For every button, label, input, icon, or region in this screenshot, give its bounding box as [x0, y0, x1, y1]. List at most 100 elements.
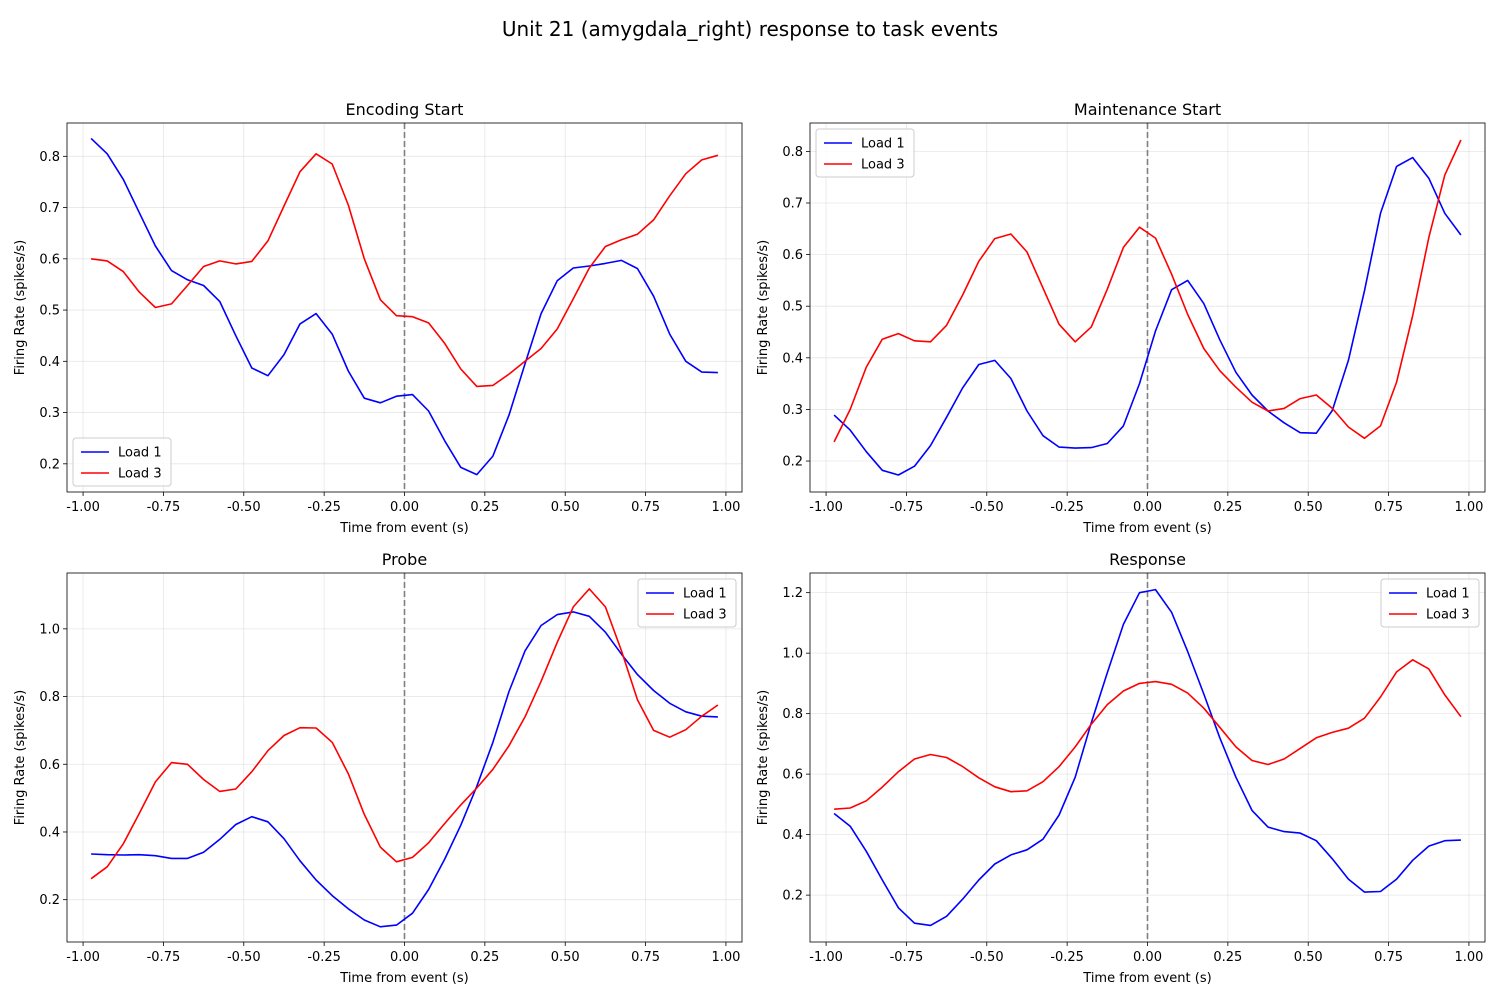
- x-tick-label: -0.25: [1050, 500, 1084, 515]
- x-tick-label: -0.50: [227, 950, 261, 965]
- x-tick-label: -0.25: [1050, 950, 1084, 965]
- legend: Load 1 Load 3: [72, 437, 172, 487]
- y-tick-label: 1.0: [782, 647, 803, 662]
- legend-label: Load 1: [861, 137, 905, 152]
- y-tick-label: 0.7: [39, 201, 60, 216]
- x-tick-label: 0.25: [1213, 500, 1242, 515]
- chart-panel-2: -1.00 -0.75 -0.50 -0.25 0.00 0.25 0.50 0.75 1.00…: [756, 100, 1486, 536]
- legend-label: Load 1: [1426, 587, 1470, 602]
- figure-title: Unit 21 (amygdala_right) response to tas…: [502, 17, 998, 41]
- y-tick-label: 0.8: [39, 690, 60, 705]
- y-tick-label: 1.2: [782, 586, 803, 601]
- legend-box: [72, 437, 172, 487]
- x-axis-label: Time from event (s): [1082, 971, 1211, 986]
- legend-box: [637, 578, 737, 628]
- x-tick-label: 0.75: [1374, 950, 1403, 965]
- x-tick-label: 0.25: [1213, 950, 1242, 965]
- y-tick-label: 0.4: [39, 355, 60, 370]
- x-tick-label: -1.00: [66, 950, 100, 965]
- x-tick-label: 1.00: [711, 500, 740, 515]
- legend-label: Load 3: [861, 158, 905, 173]
- x-tick-label: 1.00: [1454, 500, 1483, 515]
- y-tick-label: 0.3: [782, 403, 803, 418]
- axes-frame: [66, 122, 743, 493]
- legend-box: [815, 128, 915, 178]
- series-line-load-3: [90, 588, 719, 880]
- x-tick-label: -0.75: [890, 950, 924, 965]
- axes-frame: [809, 122, 1486, 493]
- series-line-load-3: [834, 658, 1462, 810]
- x-tick-label: -1.00: [66, 500, 100, 515]
- axes-frame: [66, 572, 743, 943]
- x-tick-label: 0.25: [470, 950, 499, 965]
- y-tick-label: 0.2: [782, 889, 803, 904]
- series-line-load-3: [833, 139, 1462, 443]
- x-tick-label: 0.75: [1374, 500, 1403, 515]
- x-tick-label: -1.00: [809, 950, 843, 965]
- axes-frame: [809, 572, 1486, 943]
- y-tick-label: 0.4: [39, 825, 60, 840]
- y-axis-label: Firing Rate (spikes/s): [756, 240, 771, 375]
- x-tick-label: 1.00: [711, 950, 740, 965]
- panel-title: Encoding Start: [346, 100, 464, 119]
- legend-label: Load 3: [683, 608, 727, 623]
- x-tick-label: 0.50: [1294, 950, 1323, 965]
- x-tick-label: 0.00: [390, 500, 419, 515]
- panel-title: Response: [1109, 550, 1186, 569]
- series-line-load-1: [90, 137, 718, 476]
- x-tick-label: -0.75: [890, 500, 924, 515]
- y-tick-label: 0.5: [782, 300, 803, 315]
- y-tick-label: 0.8: [782, 145, 803, 160]
- x-tick-label: -0.50: [970, 950, 1004, 965]
- y-tick-label: 0.6: [782, 768, 803, 783]
- x-tick-label: -1.00: [809, 500, 843, 515]
- y-tick-label: 0.5: [39, 304, 60, 319]
- x-tick-label: 0.50: [551, 500, 580, 515]
- y-tick-label: 0.4: [782, 351, 803, 366]
- y-tick-label: 0.2: [39, 893, 60, 908]
- y-tick-label: 0.3: [39, 406, 60, 421]
- y-tick-label: 0.8: [782, 707, 803, 722]
- y-axis-label: Firing Rate (spikes/s): [13, 240, 28, 375]
- x-tick-label: 0.75: [631, 950, 660, 965]
- legend: Load 1 Load 3: [637, 578, 737, 628]
- y-axis-label: Firing Rate (spikes/s): [756, 690, 771, 825]
- legend-label: Load 1: [683, 587, 727, 602]
- x-tick-label: 1.00: [1454, 950, 1483, 965]
- y-tick-label: 0.2: [39, 457, 60, 472]
- x-axis-label: Time from event (s): [1082, 521, 1211, 536]
- x-tick-label: -0.75: [147, 500, 181, 515]
- x-tick-label: 0.00: [1133, 500, 1162, 515]
- x-tick-label: -0.50: [227, 500, 261, 515]
- x-tick-label: 0.75: [631, 500, 660, 515]
- x-tick-label: -0.25: [307, 950, 341, 965]
- y-tick-label: 0.6: [39, 758, 60, 773]
- series-line-load-1: [833, 588, 1461, 927]
- chart-panel-4: -1.00 -0.75 -0.50 -0.25 0.00 0.25 0.50 0.75 1.00…: [756, 550, 1486, 986]
- y-tick-label: 0.4: [782, 828, 803, 843]
- legend-box: [1380, 578, 1480, 628]
- x-tick-label: 0.00: [1133, 950, 1162, 965]
- series-line-load-1: [833, 156, 1462, 476]
- panel-title: Probe: [382, 550, 427, 569]
- y-axis-label: Firing Rate (spikes/s): [13, 690, 28, 825]
- x-axis-label: Time from event (s): [339, 971, 468, 986]
- series-line-load-3: [90, 153, 719, 388]
- legend-label: Load 1: [118, 446, 162, 461]
- legend: Load 1 Load 3: [1380, 578, 1480, 628]
- legend-label: Load 3: [118, 467, 162, 482]
- x-tick-label: 0.50: [551, 950, 580, 965]
- x-tick-label: -0.25: [307, 500, 341, 515]
- y-tick-label: 0.6: [39, 252, 60, 267]
- y-tick-label: 0.7: [782, 196, 803, 211]
- x-tick-label: 0.00: [390, 950, 419, 965]
- x-axis-label: Time from event (s): [339, 521, 468, 536]
- x-tick-label: 0.25: [470, 500, 499, 515]
- y-tick-label: 1.0: [39, 622, 60, 637]
- legend: Load 1 Load 3: [815, 128, 915, 178]
- y-tick-label: 0.6: [782, 248, 803, 263]
- chart-panel-3: -1.00 -0.75 -0.50 -0.25 0.00 0.25 0.50 0.75 1.00…: [13, 550, 743, 986]
- x-tick-label: -0.75: [147, 950, 181, 965]
- y-tick-label: 0.2: [782, 455, 803, 470]
